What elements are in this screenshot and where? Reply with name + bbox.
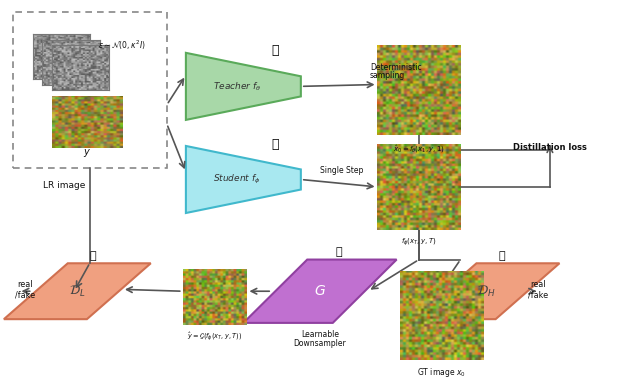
Text: $\mathcal{D}_L$: $\mathcal{D}_L$ — [69, 284, 86, 299]
Text: $\varepsilon \sim \mathcal{N}(0, \kappa^2 I)$: $\varepsilon \sim \mathcal{N}(0, \kappa^… — [98, 39, 146, 52]
Text: Downsampler: Downsampler — [294, 339, 346, 348]
Text: real
/fake: real /fake — [529, 280, 548, 299]
Polygon shape — [186, 146, 301, 213]
Text: Teacher $f_\theta$: Teacher $f_\theta$ — [213, 80, 261, 93]
Text: $f_\phi(x_T, y, T)$: $f_\phi(x_T, y, T)$ — [401, 236, 437, 248]
Text: GT image $x_0$: GT image $x_0$ — [417, 366, 466, 379]
Text: LR image: LR image — [44, 181, 86, 190]
Text: 🔥: 🔥 — [336, 247, 342, 257]
Text: Distillation loss: Distillation loss — [513, 143, 587, 152]
Text: $G$: $G$ — [314, 284, 326, 298]
Text: Deterministic: Deterministic — [370, 63, 421, 72]
Text: $\hat{y} = \mathcal{G}(f_\phi(x_T, y, T))$: $\hat{y} = \mathcal{G}(f_\phi(x_T, y, T)… — [187, 330, 242, 343]
Text: 🔥: 🔥 — [499, 251, 506, 261]
Text: $y$: $y$ — [83, 147, 91, 159]
Text: $\mathcal{D}_H$: $\mathcal{D}_H$ — [477, 284, 495, 299]
Text: 🔥: 🔥 — [90, 251, 97, 261]
Text: Student $f_\phi$: Student $f_\phi$ — [213, 173, 260, 186]
Text: 🔥: 🔥 — [271, 138, 279, 150]
Text: Single Step: Single Step — [320, 166, 364, 174]
Text: $\hat{x}_0 = f_\theta(x_1, y, 1)$: $\hat{x}_0 = f_\theta(x_1, y, 1)$ — [393, 144, 445, 155]
Text: Learnable: Learnable — [301, 330, 339, 339]
Text: 🔒: 🔒 — [271, 45, 279, 58]
Text: sampling: sampling — [370, 71, 405, 80]
Polygon shape — [243, 259, 397, 323]
Polygon shape — [4, 263, 151, 319]
Text: real
/fake: real /fake — [15, 280, 35, 299]
Polygon shape — [186, 53, 301, 120]
Polygon shape — [413, 263, 559, 319]
FancyBboxPatch shape — [13, 12, 167, 168]
